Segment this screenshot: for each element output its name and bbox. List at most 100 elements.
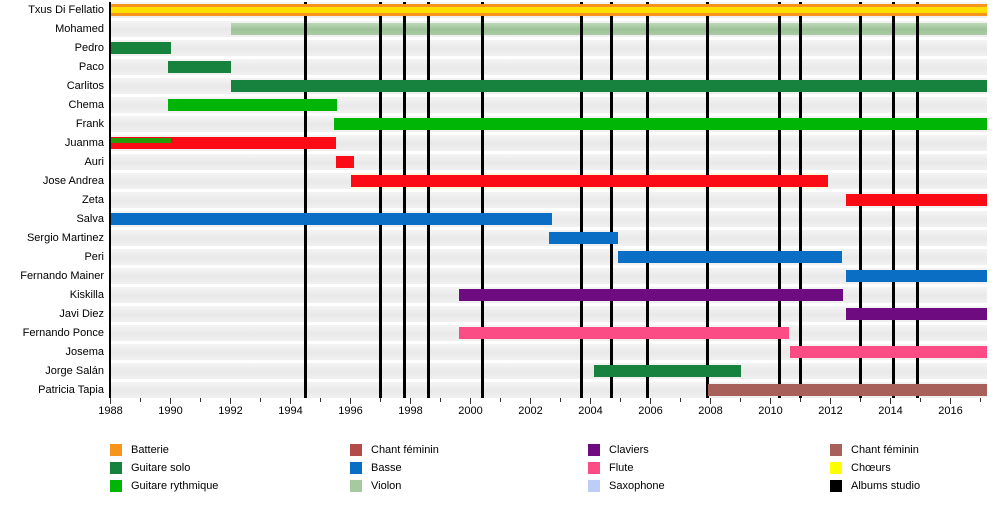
axis-tick-label: 2006 xyxy=(638,405,663,417)
axis-tick-label: 2014 xyxy=(878,405,903,417)
axis-tick-label: 2008 xyxy=(698,405,723,417)
legend-color-swatch xyxy=(350,462,362,474)
axis-tick xyxy=(560,398,561,402)
axis-tick-label: 2016 xyxy=(938,405,963,417)
axis-tick-label: 1996 xyxy=(338,405,363,417)
row-label: Frank xyxy=(75,118,104,130)
legend-label: Albums studio xyxy=(851,480,921,492)
row-label: Jorge Salán xyxy=(45,365,104,377)
album-studio-line xyxy=(427,2,430,398)
axis-tick-label: 2012 xyxy=(818,405,843,417)
row-stripe xyxy=(110,344,987,360)
member-bar xyxy=(167,60,231,73)
member-bar xyxy=(618,250,843,263)
axis-tick-label: 1994 xyxy=(278,405,303,417)
axis-tick xyxy=(140,398,141,402)
row-label: Zeta xyxy=(81,194,104,206)
member-bar xyxy=(790,345,987,358)
legend-label: Saxophone xyxy=(609,480,665,492)
axis-tick xyxy=(200,398,201,402)
plot-left-border xyxy=(108,2,111,398)
row-label: Jose Andrea xyxy=(42,175,104,187)
row-label: Javi Diez xyxy=(59,308,104,320)
axis-tick xyxy=(260,398,261,402)
row-stripe xyxy=(110,59,987,75)
member-bar xyxy=(350,174,828,187)
axis-tick xyxy=(500,398,501,402)
member-bar xyxy=(845,307,987,320)
axis-tick xyxy=(950,398,951,404)
axis-tick xyxy=(320,398,321,402)
axis-tick xyxy=(770,398,771,404)
row-stripe xyxy=(110,40,987,56)
legend-label: Batterie xyxy=(131,444,169,456)
album-studio-line xyxy=(646,2,649,398)
row-label: Mohamed xyxy=(55,23,104,35)
axis-tick xyxy=(350,398,351,404)
member-bar-stripe-chœurs xyxy=(110,7,987,13)
row-label: Josema xyxy=(65,346,104,358)
row-stripe xyxy=(110,306,987,322)
axis-tick xyxy=(860,398,861,402)
album-studio-line xyxy=(403,2,406,398)
row-label: Fernando Mainer xyxy=(20,270,104,282)
member-bar xyxy=(593,364,741,377)
legend-color-swatch xyxy=(588,462,600,474)
legend-color-swatch xyxy=(110,444,122,456)
album-studio-line xyxy=(304,2,307,398)
member-bar xyxy=(335,155,354,168)
axis-tick-label: 2000 xyxy=(458,405,483,417)
album-studio-line xyxy=(706,2,709,398)
legend-label: Guitare solo xyxy=(131,462,191,474)
member-bar xyxy=(845,269,987,282)
member-bar xyxy=(334,117,987,130)
member-band-violon xyxy=(230,22,987,35)
member-bar xyxy=(707,383,987,396)
axis-tick xyxy=(830,398,831,404)
axis-tick xyxy=(590,398,591,404)
axis-tick-label: 1990 xyxy=(158,405,183,417)
member-bar xyxy=(548,231,619,244)
row-label: Sergio Martinez xyxy=(26,232,104,244)
axis-tick xyxy=(800,398,801,402)
legend-color-swatch xyxy=(110,480,122,492)
axis-tick-label: 1992 xyxy=(218,405,243,417)
member-bar xyxy=(230,79,987,92)
legend-color-swatch xyxy=(830,444,842,456)
axis-tick xyxy=(410,398,411,404)
member-bar-overlay-guitare rythmique xyxy=(110,138,171,143)
legend-label: Chant féminin xyxy=(371,444,439,456)
legend-color-swatch xyxy=(588,444,600,456)
legend-label: Chant féminin xyxy=(851,444,919,456)
axis-tick-label: 1988 xyxy=(98,405,123,417)
member-bar xyxy=(110,41,171,54)
plot-area: Txus Di Fellatio Mohamed Pedro Paco Carlitos… xyxy=(20,2,987,417)
row-label: Paco xyxy=(78,61,104,73)
axis-tick xyxy=(620,398,621,402)
row-label: Salva xyxy=(76,213,104,225)
legend-label: Flute xyxy=(609,462,634,474)
album-studio-line xyxy=(379,2,382,398)
member-bar xyxy=(458,326,789,339)
legend-color-swatch xyxy=(350,480,362,492)
member-bar xyxy=(167,98,337,111)
axis-tick xyxy=(170,398,171,404)
row-label: Kiskilla xyxy=(69,289,104,301)
legend-label: Basse xyxy=(371,462,402,474)
axis-tick xyxy=(740,398,741,402)
axis-tick xyxy=(290,398,291,404)
axis-tick-label: 2002 xyxy=(518,405,543,417)
row-stripe xyxy=(110,363,987,379)
album-studio-line xyxy=(481,2,484,398)
album-studio-line xyxy=(778,2,781,398)
legend-color-swatch xyxy=(830,480,842,492)
legend-label: Guitare rythmique xyxy=(131,480,219,492)
axis-tick-label: 2010 xyxy=(758,405,783,417)
member-bars-layer xyxy=(110,3,987,396)
axis-tick xyxy=(890,398,891,404)
legend-color-swatch xyxy=(110,462,122,474)
row-stripe xyxy=(110,268,987,284)
legend-label: Chœurs xyxy=(851,462,891,474)
member-bar xyxy=(110,212,552,225)
row-label: Pedro xyxy=(74,42,104,54)
